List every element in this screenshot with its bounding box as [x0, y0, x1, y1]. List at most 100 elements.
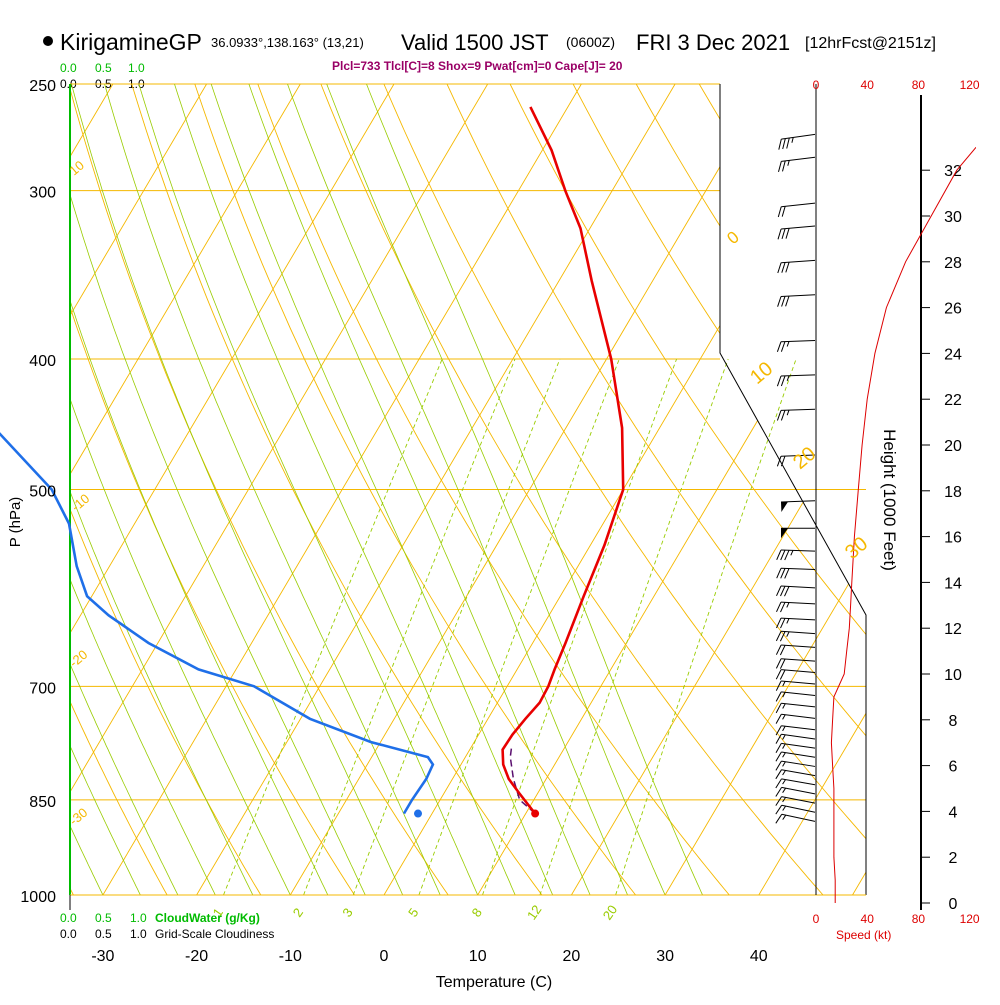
wind-barb: [777, 586, 816, 596]
wind-barb: [777, 375, 815, 386]
mixing-ratio-line: [616, 359, 797, 895]
wind-barb-feather: [778, 297, 781, 307]
speed-axis-label: Speed (kt): [836, 928, 891, 942]
wind-barb-half-feather: [787, 619, 789, 624]
isotherm-line: [853, 84, 1000, 895]
wind-barb-feather: [780, 670, 785, 680]
wind-barb-feather: [776, 797, 782, 806]
wind-barb-half-feather: [787, 341, 789, 346]
wind-barb-feather: [776, 659, 781, 669]
temperature-tick-label: -30: [91, 948, 114, 965]
wind-barb-half-feather: [783, 788, 786, 793]
wind-barb-feather: [781, 410, 785, 420]
wind-barb-feather: [781, 618, 786, 628]
wind-barb: [777, 341, 815, 352]
cloud-scale-bottom: 0.0 0.5 1.0 CloudWater (g/Kg) 0.0 0.5 1.…: [60, 911, 274, 941]
cloudwater-tick: 0.5: [95, 911, 112, 925]
height-tick-label: 30: [944, 209, 962, 226]
wind-barb-pennant: [781, 502, 788, 512]
dry-adiabat-label: 10: [746, 358, 777, 389]
wind-barb-feather: [786, 296, 789, 306]
height-tick-label: 8: [949, 713, 958, 730]
wind-barb-feather: [782, 229, 785, 239]
wind-barb-feather: [786, 228, 789, 238]
wind-barb-feather: [781, 586, 786, 596]
temperature-tick-label: 20: [563, 948, 581, 965]
wind-barb-feather: [782, 206, 785, 216]
wind-barb-feather: [778, 207, 781, 217]
temperature-profile-line: [503, 107, 624, 814]
wind-barb-feather: [777, 568, 781, 578]
pressure-tick-label: 250: [29, 78, 56, 95]
wind-barb-feather: [776, 743, 781, 752]
wind-barb-feather: [781, 376, 785, 386]
wind-barb-feather: [778, 263, 781, 273]
wind-barb-half-feather: [787, 632, 789, 637]
wind-barb-staff: [781, 409, 815, 410]
wind-barb-feather: [776, 714, 781, 723]
pressure-tick-label: 300: [29, 185, 56, 202]
dry-adiabat-line: [249, 60, 753, 923]
forecast-info: [12hrFcst@2151z]: [805, 35, 936, 52]
wind-barb-feather: [776, 770, 782, 779]
wind-barb-staff: [781, 743, 815, 748]
cloudwater-tick: 0.0: [60, 911, 77, 925]
wind-barb: [776, 770, 815, 779]
height-tick-label: 6: [949, 759, 958, 776]
wind-barb-staff: [781, 226, 815, 229]
wind-barb-staff: [781, 726, 815, 730]
wind-barb-feather: [777, 618, 782, 628]
wind-barb-half-feather: [783, 753, 786, 758]
wind-barb-feather: [779, 161, 782, 172]
wind-barb-staff: [781, 586, 815, 588]
wind-barb: [776, 752, 815, 761]
dry-adiabat-line: [312, 60, 849, 923]
wind-barb-staff: [781, 134, 815, 139]
wind-barb-feather: [782, 296, 785, 306]
height-tick-label: 26: [944, 301, 962, 318]
wind-barb: [777, 409, 815, 420]
wind-barb-staff: [781, 295, 815, 297]
wind-barb-feather: [780, 645, 785, 655]
wind-barb-half-feather: [792, 138, 793, 143]
wind-barb: [776, 787, 815, 796]
wind-barb-half-feather: [783, 744, 786, 749]
speed-tick-label-bottom: 120: [960, 912, 980, 926]
dry-adiabat-line: [187, 60, 658, 923]
wind-barb-staff: [782, 779, 816, 785]
height-tick-label: 16: [944, 530, 962, 547]
pressure-tick-label: 700: [29, 680, 56, 697]
dry-adiabat-label: -10: [68, 491, 92, 515]
temperature-tick-label: 0: [380, 948, 389, 965]
temperature-axis-label: Temperature (C): [436, 974, 552, 991]
wind-barb-feather: [776, 787, 782, 796]
wind-barb-staff: [781, 341, 815, 342]
speed-tick-label-top: 120: [960, 78, 980, 92]
wind-barb-feather: [781, 456, 785, 466]
wind-barb-half-feather: [787, 376, 789, 381]
wind-barb-staff: [781, 703, 815, 707]
wind-barb: [777, 550, 815, 560]
wind-barb-staff: [782, 787, 815, 794]
wind-barb-feather: [780, 659, 785, 669]
height-axis-label: Height (1000 Feet): [880, 429, 899, 571]
wind-barb-feather: [777, 376, 781, 386]
wind-barb-half-feather: [783, 726, 786, 731]
wind-barb-staff: [781, 752, 815, 757]
wind-barb-staff: [781, 203, 815, 207]
wind-barb-half-feather: [783, 735, 786, 740]
dry-adiabat-line: [499, 60, 1000, 923]
mixing-ratio-label: 8: [469, 905, 485, 920]
pressure-tick-label: 850: [29, 794, 56, 811]
height-tick-label: 0: [949, 896, 958, 913]
valid-date: FRI 3 Dec 2021: [636, 30, 790, 55]
wind-barb-staff: [781, 659, 815, 661]
dry-adiabat-line: [561, 60, 1000, 923]
wind-barb-feather: [781, 550, 785, 560]
adiabat-layer: [0, 60, 1000, 923]
wind-barb: [776, 779, 815, 788]
mixing-ratio-label: 2: [290, 905, 306, 920]
wind-barb-feather: [776, 752, 782, 761]
wind-barb-feather: [786, 262, 789, 272]
